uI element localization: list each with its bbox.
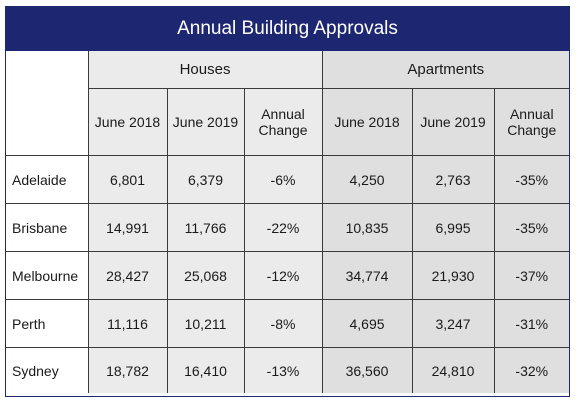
- table-cell: 21,930: [411, 251, 495, 300]
- table-row: Brisbane 14,991 11,766 -22% 10,835 6,995…: [5, 203, 570, 252]
- table-cell: 10,835: [321, 203, 413, 252]
- table-cell: 14,991: [87, 203, 168, 252]
- table-cell: 4,695: [321, 299, 413, 348]
- corner-cell: [5, 50, 89, 156]
- table-row: Perth 11,116 10,211 -8% 4,695 3,247 -31%: [5, 299, 570, 348]
- group-header-houses: Houses: [87, 50, 323, 89]
- table-cell: 6,379: [166, 155, 245, 204]
- table-cell: 24,810: [411, 347, 495, 394]
- row-label: Melbourne: [5, 251, 89, 300]
- column-header: June 2019: [166, 88, 245, 156]
- table-cell: 16,410: [166, 347, 245, 394]
- table-cell: 6,995: [411, 203, 495, 252]
- table-cell: -35%: [493, 155, 570, 204]
- table-cell: -22%: [243, 203, 323, 252]
- table-cell: -8%: [243, 299, 323, 348]
- table-row: Sydney 18,782 16,410 -13% 36,560 24,810 …: [5, 347, 570, 394]
- group-header-apartments: Apartments: [321, 50, 570, 89]
- table-cell: 36,560: [321, 347, 413, 394]
- table-cell: -13%: [243, 347, 323, 394]
- table-cell: 6,801: [87, 155, 168, 204]
- table-cell: 28,427: [87, 251, 168, 300]
- table-title: Annual Building Approvals: [6, 7, 569, 51]
- table-cell: 11,116: [87, 299, 168, 348]
- row-label: Perth: [5, 299, 89, 348]
- table-row: Melbourne 28,427 25,068 -12% 34,774 21,9…: [5, 251, 570, 300]
- table-cell: -35%: [493, 203, 570, 252]
- table-cell: -37%: [493, 251, 570, 300]
- table-cell: 3,247: [411, 299, 495, 348]
- row-label: Brisbane: [5, 203, 89, 252]
- table-cell: -31%: [493, 299, 570, 348]
- column-header: Annual Change: [493, 88, 570, 156]
- table-cell: 25,068: [166, 251, 245, 300]
- table-cell: 18,782: [87, 347, 168, 394]
- column-header: June 2018: [87, 88, 168, 156]
- table-row: Adelaide 6,801 6,379 -6% 4,250 2,763 -35…: [5, 155, 570, 204]
- column-header: June 2019: [411, 88, 495, 156]
- column-header: June 2018: [321, 88, 413, 156]
- table-cell: -12%: [243, 251, 323, 300]
- table-cell: 34,774: [321, 251, 413, 300]
- table-cell: 4,250: [321, 155, 413, 204]
- table-cell: -32%: [493, 347, 570, 394]
- table-cell: 2,763: [411, 155, 495, 204]
- table-cell: 10,211: [166, 299, 245, 348]
- table-cell: 11,766: [166, 203, 245, 252]
- table-frame: Annual Building Approvals Houses Apartme…: [5, 6, 570, 397]
- column-header: Annual Change: [243, 88, 323, 156]
- row-label: Sydney: [5, 347, 89, 394]
- row-label: Adelaide: [5, 155, 89, 204]
- approvals-table: Houses Apartments June 2018 June 2019 An…: [5, 50, 570, 394]
- table-cell: -6%: [243, 155, 323, 204]
